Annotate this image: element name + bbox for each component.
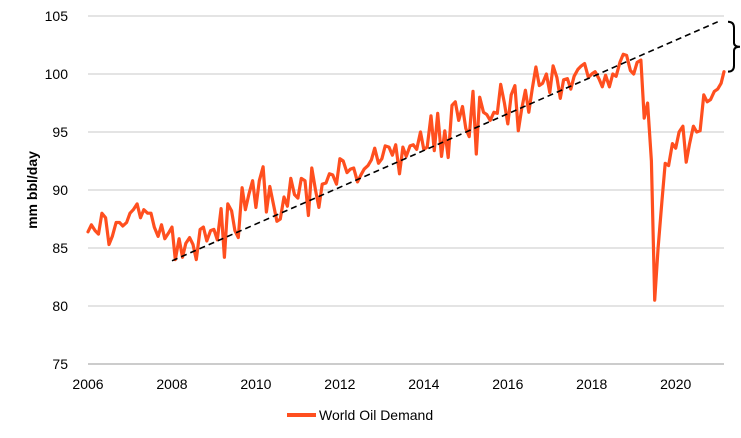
y-tick-label: 85	[52, 240, 68, 256]
y-tick-label: 105	[45, 8, 69, 24]
x-tick-label: 2008	[156, 376, 187, 392]
annotation-layer	[727, 20, 741, 73]
y-tick-label: 80	[52, 298, 68, 314]
y-tick-label: 100	[45, 66, 69, 82]
x-tick-label: 2016	[492, 376, 523, 392]
series-line-world-oil-demand	[86, 52, 726, 302]
y-tick-label: 90	[52, 182, 68, 198]
y-tick-label: 75	[52, 356, 68, 372]
y-tick-label: 95	[52, 124, 68, 140]
legend: World Oil Demand	[287, 407, 433, 423]
gap-bracket	[727, 20, 741, 73]
x-axis-ticks: 2006 2008 2010 2012 2014 2016 2018 2020	[72, 376, 691, 392]
x-tick-label: 2018	[576, 376, 607, 392]
y-axis-title: mm bbl/day	[24, 151, 40, 229]
x-tick-label: 2012	[324, 376, 355, 392]
series-layer	[86, 21, 726, 302]
x-tick-label: 2014	[408, 376, 439, 392]
x-tick-label: 2010	[240, 376, 271, 392]
x-tick-label: 2020	[660, 376, 691, 392]
legend-label: World Oil Demand	[319, 407, 433, 423]
y-axis-ticks: 75 80 85 90 95 100 105	[45, 8, 69, 372]
x-tick-label: 2006	[72, 376, 103, 392]
